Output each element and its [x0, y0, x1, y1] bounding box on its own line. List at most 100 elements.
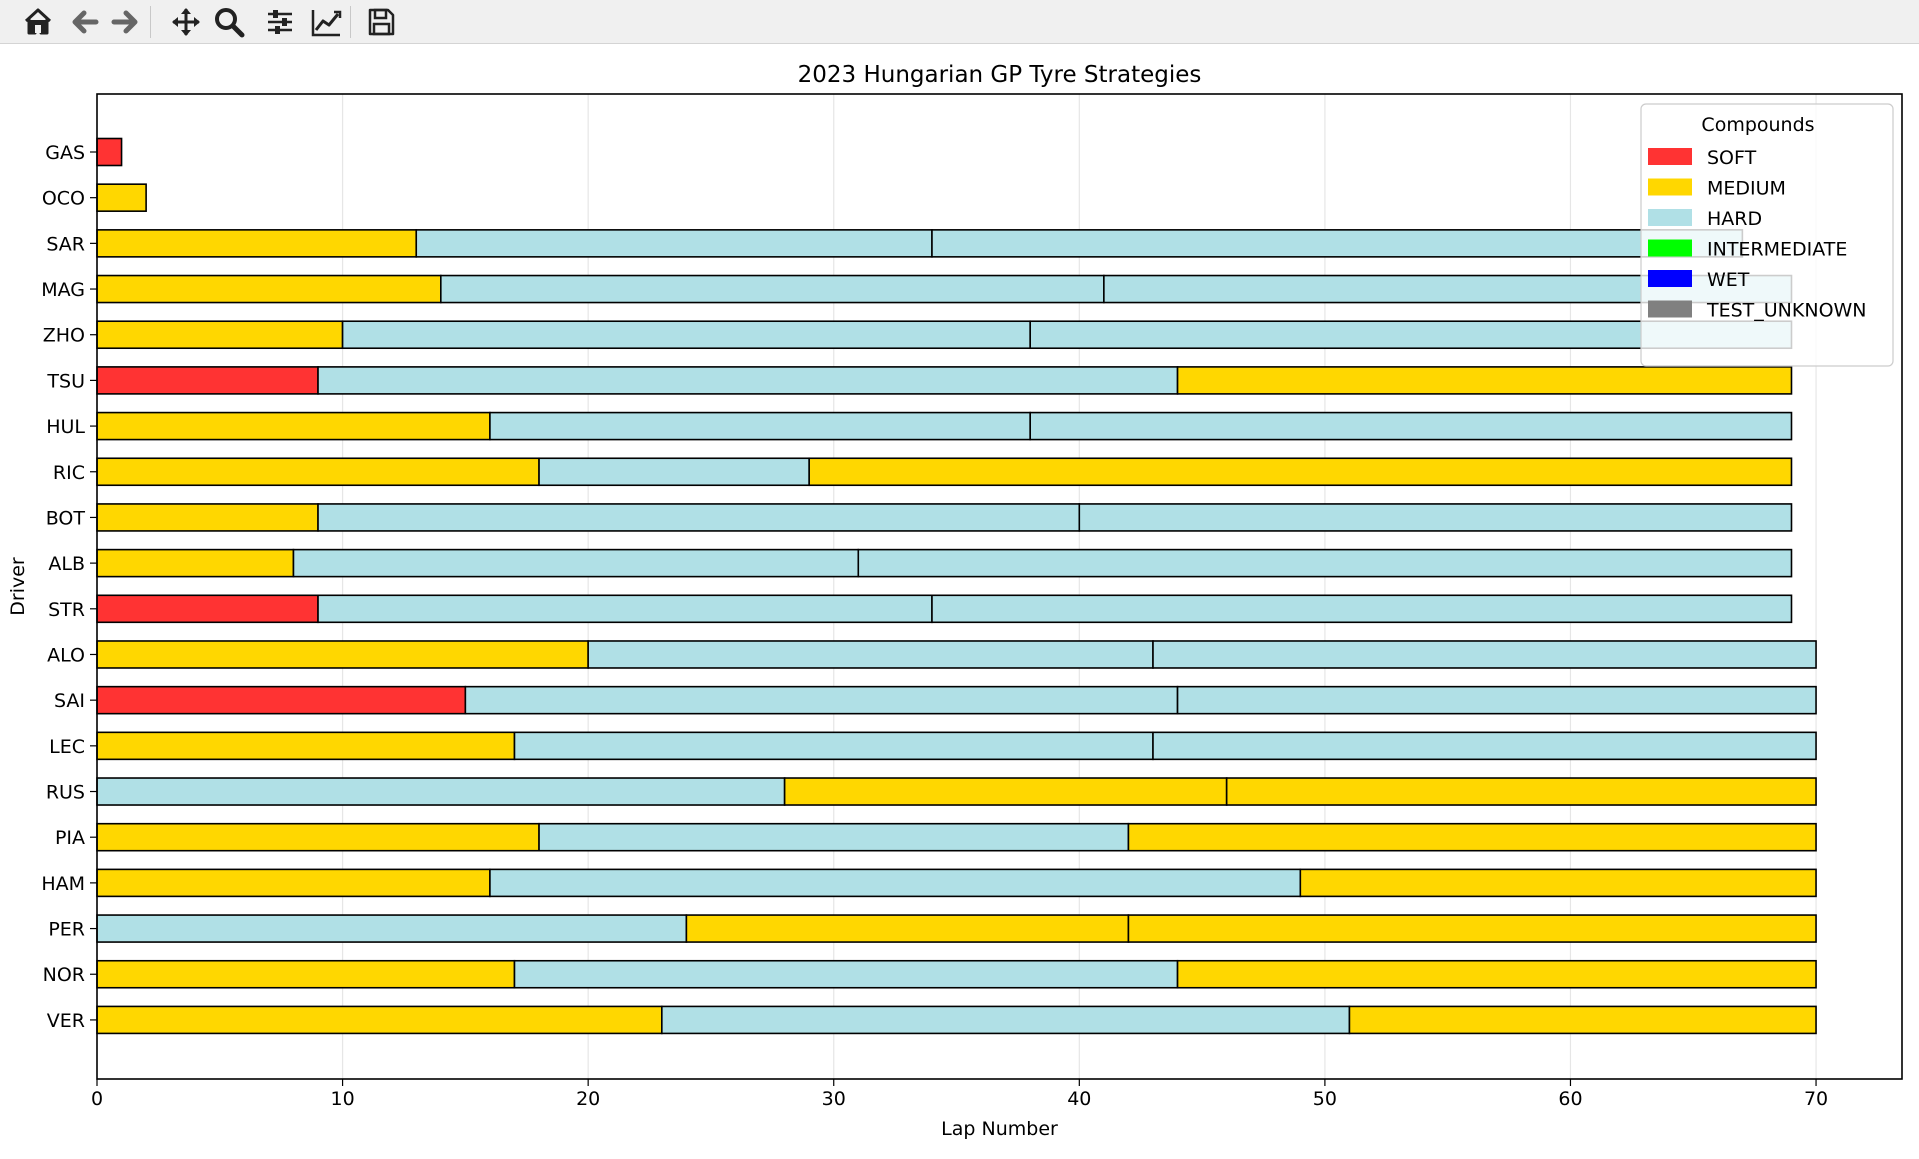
stint-bar-str: [317, 594, 933, 624]
stint-bar-alb: [292, 548, 860, 578]
home-icon: [24, 8, 52, 35]
y-axis-label: Driver: [7, 557, 29, 616]
forward-arrow-button[interactable]: [106, 3, 144, 41]
stint-bar-sar: [96, 229, 418, 258]
y-tick-label: ALB: [48, 553, 85, 575]
stint-bar-sai: [464, 685, 1179, 715]
legend-swatch-hard: [1648, 209, 1692, 226]
x-tick-label: 0: [91, 1088, 103, 1110]
y-tick-label: RIC: [53, 462, 85, 484]
legend-swatch-test_unknown: [1648, 300, 1692, 318]
chart-title: 2023 Hungarian GP Tyre Strategies: [798, 62, 1202, 88]
x-tick-label: 60: [1558, 1088, 1582, 1110]
stint-bar-tsu: [96, 366, 319, 395]
stint-bar-ric: [808, 457, 1793, 487]
stint-bar-gas: [96, 137, 123, 167]
stint-bar-str: [931, 594, 1793, 624]
stint-bar-ver: [96, 1005, 663, 1035]
edit-axis-line-icon: [311, 10, 342, 37]
stint-bars: [96, 137, 1817, 1035]
y-tick-label: RUS: [46, 782, 85, 804]
back-arrow-icon: [72, 10, 99, 34]
zoom-magnifier-icon: [215, 8, 245, 38]
toolbar-separator: [150, 6, 151, 38]
y-tick-label: PER: [48, 919, 85, 941]
stint-bar-nor: [513, 959, 1179, 989]
save-floppy-button[interactable]: [362, 3, 400, 41]
stint-bar-ver: [661, 1005, 1351, 1035]
y-tick-label: PIA: [55, 827, 85, 849]
stint-bar-rus: [96, 777, 786, 806]
y-tick-label: GAS: [45, 142, 85, 164]
y-tick-label: ALO: [47, 644, 85, 666]
legend-label-test_unknown: TEST_UNKNOWN: [1706, 300, 1867, 322]
legend-box: [1640, 103, 1894, 367]
pan-move-button[interactable]: [167, 3, 205, 41]
x-axis-label: Lap Number: [941, 1118, 1058, 1140]
stint-bar-rus: [1225, 777, 1817, 806]
stint-bar-mag: [440, 274, 1105, 304]
y-tick-label: HAM: [41, 873, 85, 895]
stint-bar-hul: [489, 411, 1031, 441]
home-button[interactable]: [19, 3, 57, 41]
y-tick-label: OCO: [42, 188, 85, 210]
stint-bar-zho: [96, 320, 344, 350]
legend-label-medium: MEDIUM: [1707, 178, 1786, 200]
stint-bar-bot: [96, 503, 319, 532]
forward-arrow-icon: [111, 10, 138, 34]
y-tick-label: VER: [47, 1010, 85, 1032]
stint-bar-rus: [783, 777, 1228, 806]
stint-bar-ric: [538, 457, 810, 487]
x-tick-label: 10: [330, 1088, 354, 1110]
y-tick-label: SAR: [46, 233, 85, 255]
stint-bar-bot: [317, 503, 1081, 532]
y-tick-label: BOT: [46, 507, 86, 529]
legend-swatch-medium: [1648, 178, 1692, 196]
stint-bar-lec: [513, 731, 1154, 761]
legend-swatch-wet: [1648, 270, 1692, 287]
stint-bar-alo: [587, 640, 1154, 669]
x-tick-label: 70: [1804, 1088, 1828, 1110]
axes: 0 10 20 30 40 50 60 70 GAS OCO SAR MAG ZHO TSU HUL RIC B…: [41, 93, 1903, 1110]
y-tick-label: SAI: [54, 690, 85, 712]
zoom-magnifier-button[interactable]: [210, 3, 248, 41]
legend-title: Compounds: [1701, 114, 1814, 136]
legend-label-wet: WET: [1707, 269, 1750, 291]
x-tick-label: 40: [1067, 1088, 1091, 1110]
legend-label-hard: HARD: [1707, 208, 1762, 230]
chart-canvas: 0 10 20 30 40 50 60 70 GAS OCO SAR MAG ZHO TSU HUL RIC B…: [7, 62, 1903, 1140]
stint-bar-alb: [96, 548, 295, 578]
stint-bar-str: [96, 594, 319, 624]
x-tick-label: 30: [822, 1088, 846, 1110]
stint-bar-lec: [1152, 731, 1817, 761]
y-tick-label: NOR: [43, 964, 85, 986]
stint-bar-bot: [1078, 503, 1793, 532]
stint-bar-hul: [1029, 411, 1793, 441]
stint-bar-hul: [96, 411, 491, 441]
stint-bar-ham: [489, 868, 1302, 898]
stint-bar-pia: [538, 822, 1130, 852]
stint-bar-sar: [931, 229, 1744, 258]
toolbar-separator: [350, 6, 351, 38]
y-tick-label: TSU: [46, 370, 85, 392]
y-tick-label: LEC: [49, 736, 85, 758]
stint-bar-lec: [96, 731, 516, 761]
configure-subplots-icon: [268, 10, 292, 34]
y-tick-label: STR: [48, 599, 85, 621]
configure-subplots-button[interactable]: [261, 3, 299, 41]
stint-bar-pia: [96, 822, 540, 852]
stint-bar-tsu: [1176, 366, 1793, 395]
stint-bar-sar: [415, 229, 933, 258]
x-tick-label: 50: [1313, 1088, 1337, 1110]
stint-bar-nor: [96, 959, 516, 989]
edit-axis-line-button[interactable]: [307, 3, 345, 41]
stint-bar-per: [96, 914, 688, 943]
stint-bar-ric: [96, 457, 540, 487]
save-floppy-icon: [368, 8, 395, 36]
back-arrow-button[interactable]: [66, 3, 104, 41]
legend-swatch-intermediate: [1648, 239, 1692, 257]
legend: Compounds SOFT MEDIUM HARD INTERMEDIATE WET TE…: [1640, 103, 1894, 367]
pan-move-icon: [172, 8, 200, 36]
legend-label-soft: SOFT: [1707, 147, 1757, 169]
stint-bar-pia: [1127, 822, 1817, 852]
